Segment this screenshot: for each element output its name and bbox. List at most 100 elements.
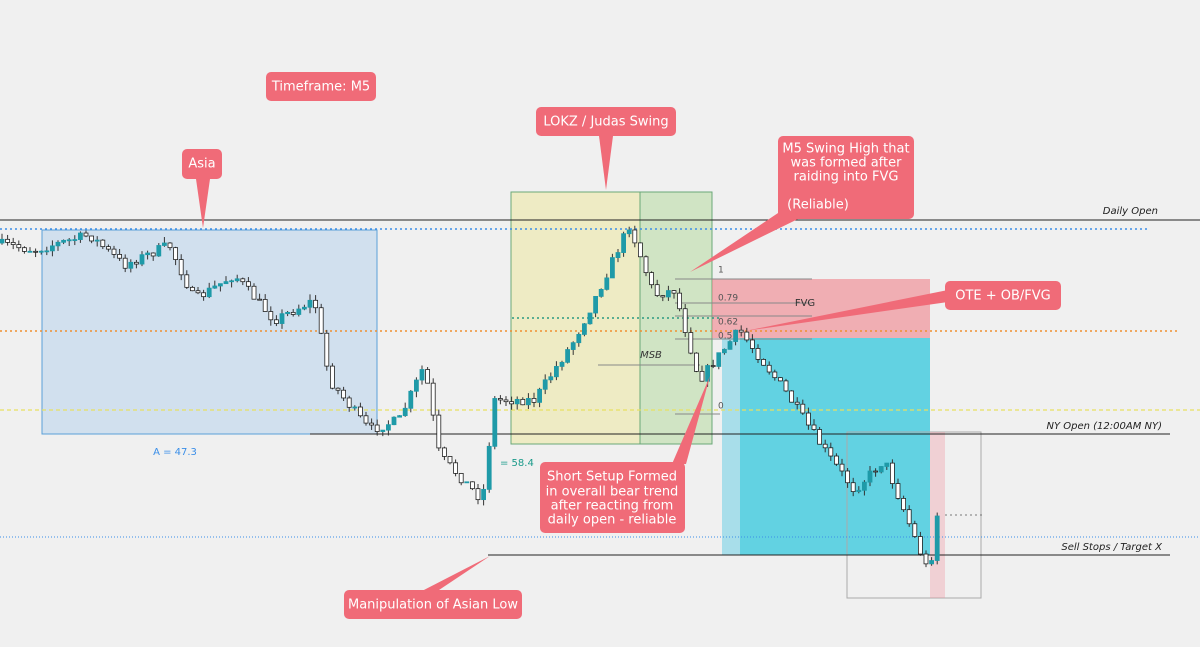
candle-body <box>582 323 587 335</box>
candle-body <box>514 398 520 405</box>
candle-body <box>486 445 492 490</box>
candle-body <box>929 560 934 565</box>
candle-body <box>369 422 375 426</box>
candle-body <box>778 377 783 382</box>
candle-body <box>912 523 918 537</box>
candle-body <box>548 376 554 381</box>
candle-body <box>447 456 453 464</box>
zone-label: FVG <box>795 298 815 309</box>
candle-body <box>229 280 235 283</box>
callout-text: Timeframe: M5 <box>271 80 370 95</box>
fib-level: 1 <box>718 266 724 276</box>
candle-body <box>643 256 649 274</box>
fib-lines <box>598 278 812 415</box>
candle-body <box>520 398 526 406</box>
candles <box>0 225 940 568</box>
candle-body <box>699 370 705 382</box>
candle-body <box>94 239 100 242</box>
line-label: Daily Open <box>1103 206 1158 217</box>
candle-body <box>100 239 106 248</box>
measurement: A = 47.3 <box>153 447 197 458</box>
candle-body <box>201 292 207 298</box>
candle-body <box>268 311 274 321</box>
candle-body <box>604 277 610 290</box>
candle-body <box>128 261 134 269</box>
measurement: = 58.4 <box>500 458 534 469</box>
candle-body <box>290 311 296 315</box>
candle-body <box>537 388 542 403</box>
candle-body <box>845 470 850 484</box>
candle-body <box>341 389 347 399</box>
fib-level: 0.62 <box>718 318 738 328</box>
candle-body <box>335 387 341 391</box>
candle-body <box>184 274 190 288</box>
candle-body <box>492 398 498 447</box>
candle-body <box>610 257 615 279</box>
candle-body <box>615 252 621 258</box>
candle-body <box>329 365 335 389</box>
callout-text: Manipulation of Asian Low <box>348 598 518 613</box>
candle-body <box>783 380 789 392</box>
candle-body <box>923 553 929 565</box>
fib-level: 0.5 <box>718 332 732 342</box>
callout-text: LOKZ / Judas Swing <box>543 115 668 130</box>
candle-body <box>570 342 576 350</box>
candle-body <box>822 443 828 449</box>
candle-body <box>733 329 738 342</box>
candle-body <box>934 515 940 561</box>
candle-body <box>503 399 509 403</box>
candle-body <box>44 250 50 253</box>
lokz-box <box>510 191 641 445</box>
candle-body <box>419 369 425 381</box>
candle-body <box>234 278 240 282</box>
candle-body <box>565 349 570 363</box>
candle-body <box>273 319 279 324</box>
candle-body <box>497 398 503 401</box>
candle-body <box>212 285 218 289</box>
candle-body <box>918 536 923 555</box>
candle-body <box>189 286 195 292</box>
candle-body <box>828 447 834 457</box>
candle-body <box>772 371 778 379</box>
callout-text: (Reliable) <box>787 198 849 213</box>
fib-level: 0.79 <box>718 294 738 304</box>
callout-text: after reacting from <box>551 499 674 514</box>
candle-body <box>55 241 61 247</box>
candle-body <box>862 481 867 491</box>
candle-body <box>279 313 285 324</box>
candle-body <box>27 250 33 253</box>
candle-body <box>257 298 263 301</box>
candle-body <box>542 379 548 390</box>
candle-body <box>436 414 442 449</box>
candle-body <box>873 470 878 473</box>
callout-text: OTE + OB/FVG <box>955 289 1051 304</box>
candle-body <box>178 259 184 276</box>
candle-body <box>901 498 906 511</box>
candle-body <box>313 299 319 309</box>
candle-body <box>318 307 324 334</box>
candle-body <box>458 473 464 484</box>
line-label: NY Open (12:00AM NY) <box>1046 421 1162 432</box>
candle-body <box>251 285 257 300</box>
candle-body <box>800 403 806 414</box>
candle-body <box>817 429 822 445</box>
candle-body <box>397 415 403 418</box>
candle-body <box>884 462 890 467</box>
candle-body <box>671 290 677 294</box>
candle-body <box>352 406 358 409</box>
candle-body <box>83 232 89 237</box>
candle-body <box>262 299 268 312</box>
callout-text: in overall bear trend <box>546 485 679 500</box>
candle-body <box>755 348 761 360</box>
candle-body <box>638 242 643 258</box>
candle-body <box>173 247 179 260</box>
candle-body <box>385 424 391 431</box>
candle-body <box>649 272 654 286</box>
candle-body <box>481 488 487 501</box>
callout-text: daily open - reliable <box>548 513 677 528</box>
candle-body <box>878 466 884 473</box>
candle-body <box>402 407 408 417</box>
candle-body <box>380 429 386 432</box>
candle-body <box>598 289 604 297</box>
